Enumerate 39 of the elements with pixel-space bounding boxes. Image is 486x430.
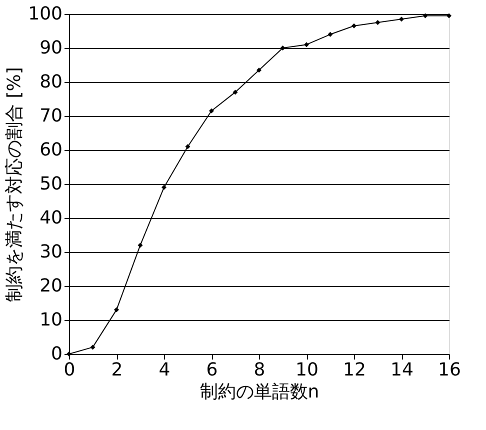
y-tick-label: 30 xyxy=(40,242,62,262)
point xyxy=(162,184,166,190)
point xyxy=(304,42,309,48)
x-tick-label: 14 xyxy=(390,360,414,380)
point xyxy=(232,90,238,95)
y-tick-label: 20 xyxy=(40,276,62,296)
y-tick-label: 0 xyxy=(51,344,62,364)
x-tick-label: 10 xyxy=(296,360,318,380)
y-axis-title: 制約を満たす対応の割合 [%] xyxy=(4,67,26,302)
point xyxy=(422,13,428,18)
x-axis-title: 制約の単語数n xyxy=(200,382,320,402)
point xyxy=(90,344,96,350)
y-tick-label: 10 xyxy=(40,310,62,330)
y-tick-label: 40 xyxy=(40,208,62,228)
point xyxy=(328,32,333,37)
point xyxy=(399,16,404,22)
point xyxy=(352,23,356,28)
x-tick-label: 16 xyxy=(438,360,461,380)
y-tick-label: 80 xyxy=(40,72,62,92)
y-tick-label: 60 xyxy=(40,140,62,160)
point xyxy=(280,46,286,50)
point xyxy=(446,13,452,18)
point xyxy=(185,144,190,150)
y-tick-label: 90 xyxy=(40,38,62,58)
x-tick-label: 6 xyxy=(206,360,218,380)
x-tick-label: 8 xyxy=(254,360,266,380)
point xyxy=(114,307,119,312)
point xyxy=(375,20,380,25)
point xyxy=(209,108,214,114)
y-tick-label: 100 xyxy=(28,4,62,24)
point xyxy=(256,68,262,73)
y-tick-label: 70 xyxy=(40,106,62,126)
point xyxy=(66,352,72,356)
x-tick-label: 0 xyxy=(64,360,76,380)
point xyxy=(138,242,143,248)
y-tick-label: 50 xyxy=(40,174,62,194)
x-tick-label: 4 xyxy=(158,360,170,380)
x-tick-label: 12 xyxy=(343,360,366,380)
x-tick-label: 2 xyxy=(111,360,123,380)
